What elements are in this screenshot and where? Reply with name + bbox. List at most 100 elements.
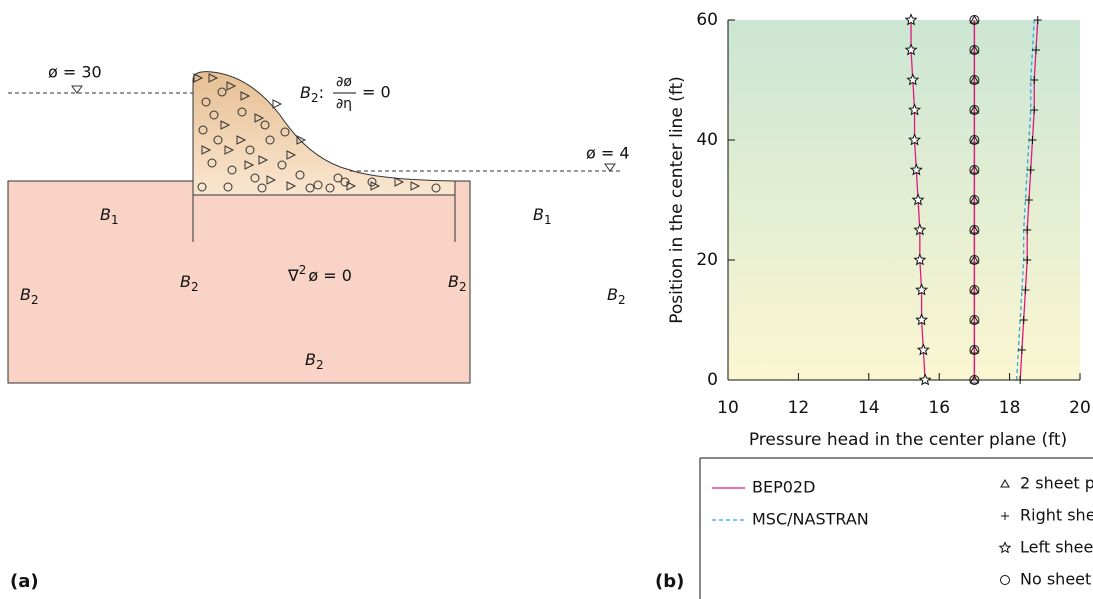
aggregate xyxy=(258,155,269,165)
marker xyxy=(1000,478,1010,488)
panel-label: (b) xyxy=(655,571,684,592)
aggregate xyxy=(201,145,212,155)
symbol: B xyxy=(100,205,111,224)
aggregate xyxy=(333,173,343,183)
subscript: 1 xyxy=(111,213,119,227)
marker xyxy=(918,373,932,386)
symbol: B xyxy=(20,285,31,304)
aggregate xyxy=(224,145,235,155)
boundary-label: B2 xyxy=(180,272,199,294)
marker xyxy=(969,314,980,324)
subscript: 2 xyxy=(311,91,319,105)
x-tick-label: 14 xyxy=(858,398,880,418)
aggregate xyxy=(367,177,377,187)
marker xyxy=(1032,46,1040,54)
y-axis-label: Position in the center line (ft) xyxy=(667,76,687,324)
legend-label: 2 sheet piles xyxy=(1020,474,1093,493)
aggregate xyxy=(277,160,287,170)
equation: ∇2 ø = 0 xyxy=(287,263,352,285)
water-mark xyxy=(71,85,83,94)
boundary-label: B2 xyxy=(448,272,467,294)
marker xyxy=(1030,76,1039,84)
level-label: ø = 4 xyxy=(586,144,630,163)
marker xyxy=(969,15,980,25)
marker xyxy=(969,224,980,234)
marker xyxy=(969,135,980,145)
aggregate xyxy=(340,177,350,187)
marker xyxy=(915,313,929,326)
x-tick-label: 20 xyxy=(1069,398,1091,418)
aggregate xyxy=(208,73,219,83)
aggregate xyxy=(266,175,277,185)
marker xyxy=(969,375,980,385)
aggregate xyxy=(305,183,315,193)
marker xyxy=(906,73,920,86)
marker xyxy=(1033,16,1042,24)
aggregate xyxy=(313,180,323,190)
x-axis-label: Pressure head in the center plane (ft) xyxy=(749,430,1067,450)
marker xyxy=(1000,575,1010,585)
marker xyxy=(969,105,980,115)
boundary-label: B2 xyxy=(305,350,324,372)
aggregate xyxy=(254,113,265,123)
numerator: ∂ø xyxy=(336,74,352,90)
water-mark xyxy=(604,163,616,172)
marker xyxy=(904,43,918,56)
legend-label: Left sheet pile xyxy=(1020,538,1093,557)
subscript: 2 xyxy=(459,280,467,294)
marker xyxy=(1023,256,1032,264)
marker xyxy=(915,283,929,296)
aggregate xyxy=(272,99,283,109)
marker xyxy=(969,45,980,55)
marker xyxy=(969,165,980,175)
marker xyxy=(969,74,980,84)
boundary-label: B2 xyxy=(607,285,626,307)
aggregate xyxy=(286,181,297,191)
marker xyxy=(969,344,980,354)
marker xyxy=(1028,136,1037,144)
x-tick-label: 18 xyxy=(999,398,1021,418)
y-tick-label: 20 xyxy=(696,250,718,270)
aggregate xyxy=(197,182,207,192)
aggregate xyxy=(227,165,237,175)
aggregate xyxy=(295,170,305,180)
marker xyxy=(969,225,980,235)
aggregate xyxy=(236,135,247,145)
marker xyxy=(969,254,980,264)
marker xyxy=(1024,196,1033,204)
symbol: B xyxy=(180,272,191,291)
marker xyxy=(969,44,980,54)
marker xyxy=(909,163,923,176)
marker xyxy=(913,223,927,236)
marker xyxy=(911,193,925,206)
marker xyxy=(969,374,980,384)
subscript: 2 xyxy=(618,293,626,307)
boundary-label: B1 xyxy=(533,205,552,227)
subscript: 2 xyxy=(31,293,39,307)
legend-label: No sheet pile xyxy=(1020,570,1093,589)
marker xyxy=(969,285,980,295)
y-tick-label: 0 xyxy=(707,370,718,390)
aggregate xyxy=(201,97,211,107)
x-tick-label: 12 xyxy=(788,398,810,418)
aggregate xyxy=(226,81,237,91)
marker xyxy=(969,315,980,325)
y-tick-label: 60 xyxy=(696,10,718,30)
aggregate xyxy=(223,182,233,192)
power: 2 xyxy=(299,263,307,277)
aggregate xyxy=(257,183,267,193)
aggregate xyxy=(286,150,297,160)
subscript: 2 xyxy=(191,280,199,294)
symbol: B xyxy=(607,285,618,304)
aggregate xyxy=(260,120,270,130)
aggregate xyxy=(244,160,255,170)
rest: ø = 0 xyxy=(308,266,352,285)
marker xyxy=(1019,316,1028,324)
aggregate xyxy=(213,135,223,145)
aggregate xyxy=(207,158,217,168)
marker xyxy=(969,345,980,355)
aggregate xyxy=(431,183,441,193)
aggregate xyxy=(209,110,219,120)
subscript: 2 xyxy=(316,358,324,372)
aggregate xyxy=(325,183,335,193)
